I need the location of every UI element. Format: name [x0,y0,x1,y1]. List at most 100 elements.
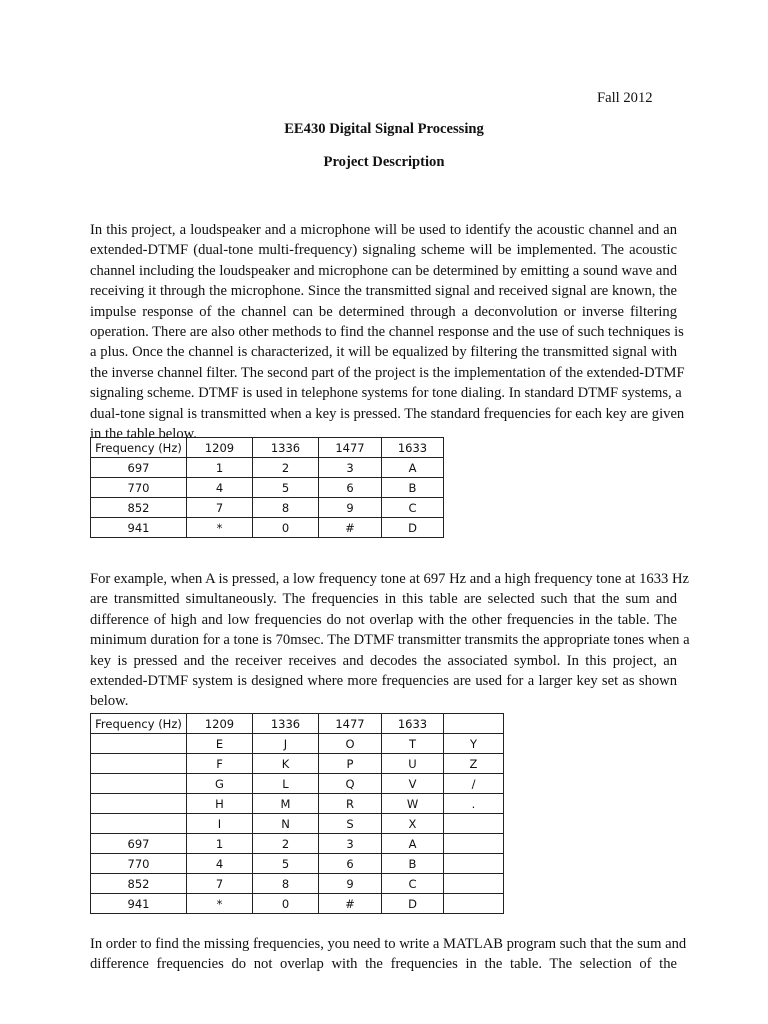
table-cell: 8 [252,873,319,894]
table-cell: K [252,753,319,774]
table-cell: N [252,813,319,834]
table-cell: B [381,477,444,498]
table-cell: 2 [252,457,319,478]
table-cell: 770 [90,477,187,498]
table-cell: 7 [186,873,253,894]
text-line: dual-tone signal is transmitted when a k… [90,405,685,422]
table-row: 852 7 8 9 C [90,497,444,518]
text-line: difference of high and low frequencies d… [90,611,677,628]
text-line: extended-DTMF (dual-tone multi-frequency… [90,242,677,259]
table-cell: 1633 [381,713,444,734]
table-row: 697 1 2 3 A [90,457,444,478]
table-cell: / [443,773,504,794]
text-line: operation. There are also other methods … [90,323,684,340]
table-cell: J [252,733,319,754]
table-cell [443,893,504,914]
table-row: 852 7 8 9 C [90,873,504,894]
table-cell: 9 [318,873,382,894]
table-cell: P [318,753,382,774]
table-cell: Q [318,773,382,794]
table-cell [443,813,504,834]
table-cell: Frequency (Hz) [90,713,187,734]
table-cell: 852 [90,497,187,518]
table-cell: O [318,733,382,754]
table-row: 941 * 0 # D [90,517,444,538]
table-cell [443,853,504,874]
table-row: 697 1 2 3 A [90,833,504,854]
table-cell: D [381,893,444,914]
table-cell: * [186,517,253,538]
text-line: difference frequencies do not overlap wi… [90,956,677,973]
table-cell: 697 [90,833,187,854]
table-cell [90,773,187,794]
table-cell: S [318,813,382,834]
missing-frequencies-paragraph: In order to find the missing frequencies… [90,934,686,975]
table-cell: 941 [90,893,187,914]
table-cell [443,873,504,894]
table-cell: 1336 [252,437,319,458]
table-cell: * [186,893,253,914]
document-date: Fall 2012 [597,90,653,106]
table-cell: 3 [318,457,382,478]
table-cell: 697 [90,457,187,478]
table-cell: C [381,873,444,894]
text-line: receiving it through the microphone. Sin… [90,283,677,300]
table-cell: 1 [186,833,253,854]
table-cell: F [186,753,253,774]
table-cell: C [381,497,444,518]
text-line: key is pressed and the receiver receives… [90,652,677,669]
extended-dtmf-table: Frequency (Hz) 1209 1336 1477 1633 E J O T Y F K P U Z… [90,713,504,914]
table-cell: 1633 [381,437,444,458]
table-cell: 0 [252,893,319,914]
table-cell: M [252,793,319,814]
table-cell: 7 [186,497,253,518]
table-cell: 1209 [186,437,253,458]
table-cell: 8 [252,497,319,518]
table-cell: 2 [252,833,319,854]
text-line: channel including the loudspeaker and mi… [90,262,677,279]
table-cell: E [186,733,253,754]
table-cell: G [186,773,253,794]
text-line: below. [90,693,129,710]
table-cell: 1 [186,457,253,478]
table-cell: Y [443,733,504,754]
table-cell [90,753,187,774]
table-cell: R [318,793,382,814]
table-cell: 5 [252,477,319,498]
table-cell: 1477 [318,713,382,734]
table-cell [90,793,187,814]
table-cell: 3 [318,833,382,854]
table-cell: 852 [90,873,187,894]
table-cell: 9 [318,497,382,518]
table-cell: 6 [318,853,382,874]
document-title: Project Description [323,154,445,170]
text-line: minimum duration for a tone is 70msec. T… [90,632,690,649]
table-cell: H [186,793,253,814]
table-cell: # [318,893,382,914]
intro-paragraph: In this project, a loudspeaker and a mic… [90,220,685,444]
table-cell: A [381,833,444,854]
table-cell: L [252,773,319,794]
example-paragraph: For example, when A is pressed, a low fr… [90,569,690,712]
text-line: In this project, a loudspeaker and a mic… [90,222,677,238]
table-cell: I [186,813,253,834]
table-cell: 941 [90,517,187,538]
course-title: EE430 Digital Signal Processing [284,121,484,137]
text-line: a plus. Once the channel is characterize… [90,344,677,361]
standard-dtmf-table: Frequency (Hz) 1209 1336 1477 1633 697 1 2 3 A 770… [90,437,444,538]
table-cell: B [381,853,444,874]
table-cell: W [381,793,444,814]
table-cell: . [443,793,504,814]
table-header-row: Frequency (Hz) 1209 1336 1477 1633 [90,437,444,458]
text-line: extended-DTMF system is designed where m… [90,672,677,689]
text-line: impulse response of the channel can be d… [90,303,677,320]
table-cell: 5 [252,853,319,874]
table-cell: X [381,813,444,834]
table-cell [443,833,504,854]
table-cell: 4 [186,853,253,874]
table-cell: Z [443,753,504,774]
